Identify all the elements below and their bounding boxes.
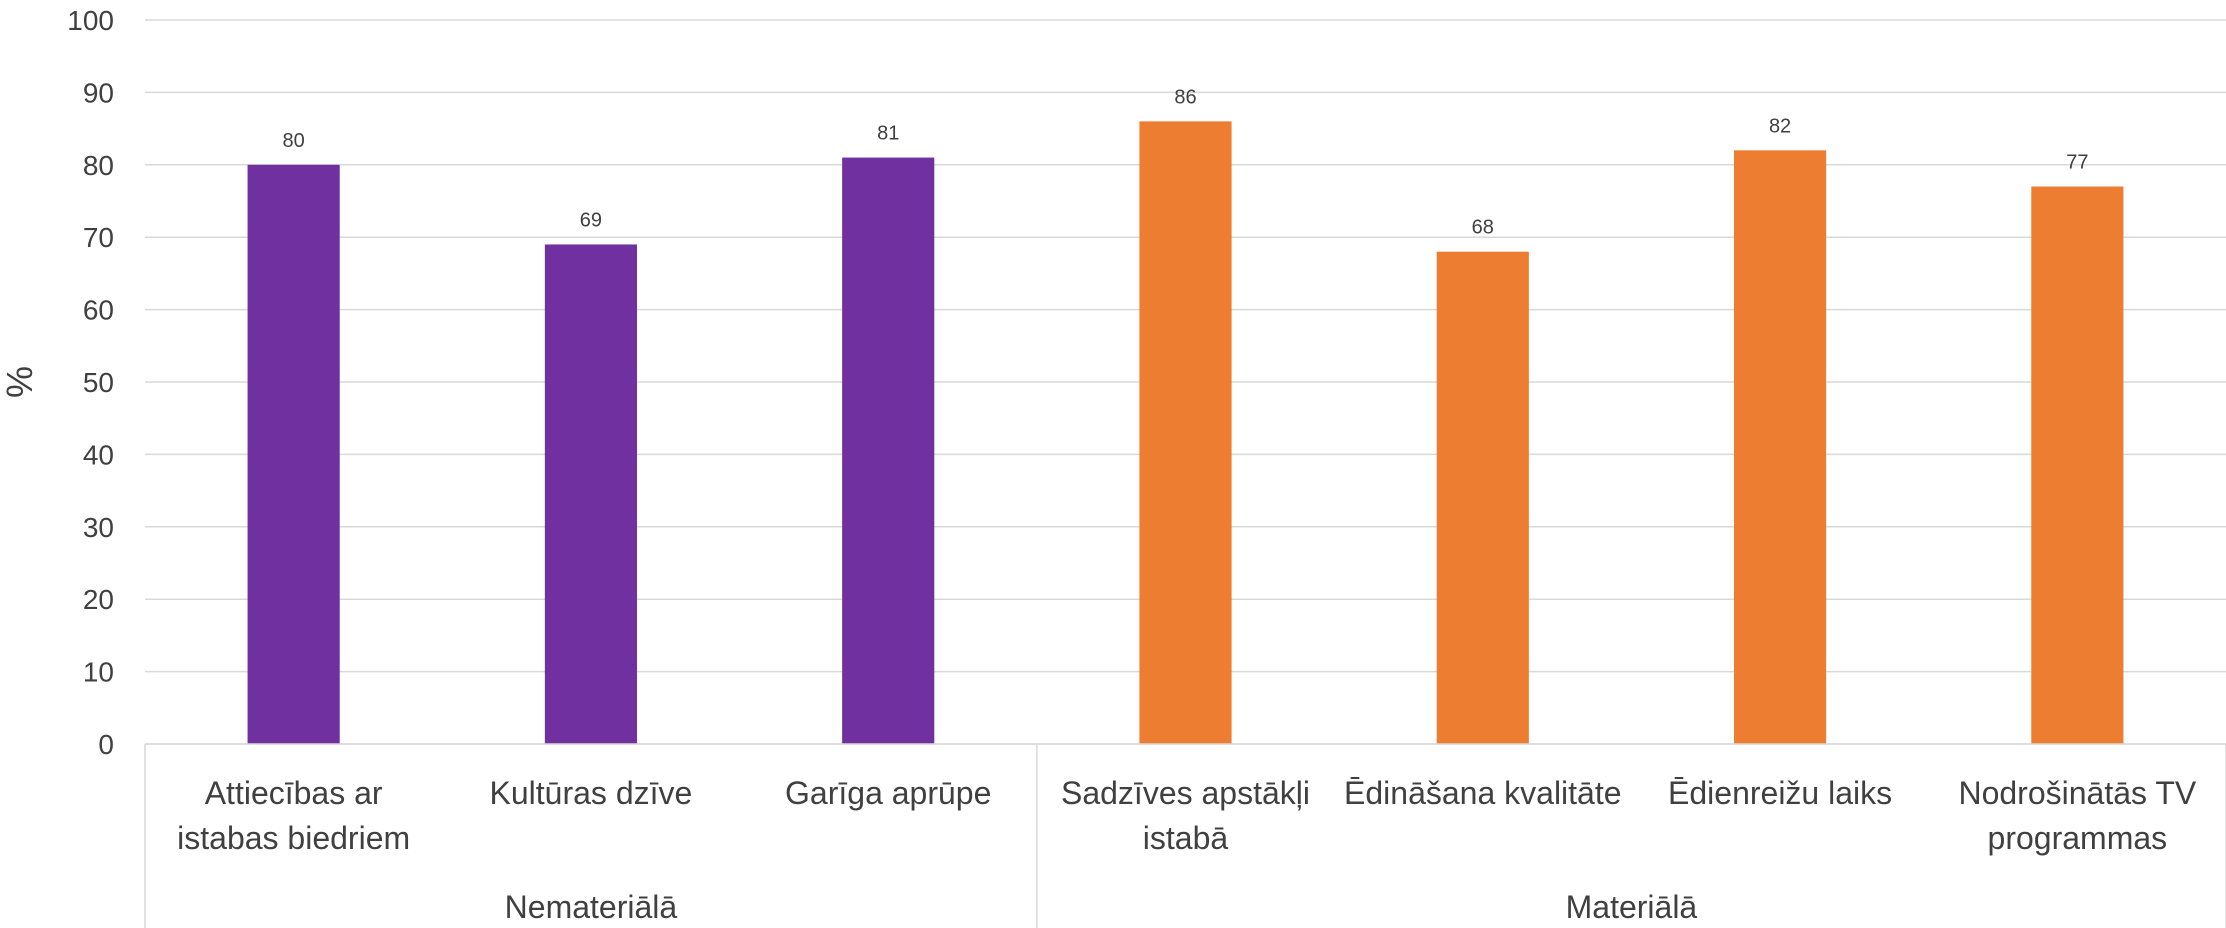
category-label: Garīga aprūpe <box>785 775 991 811</box>
data-label: 81 <box>877 123 899 145</box>
x-axis-category-labels: Attiecības ar istabas biedriem Kultūras dz… <box>177 775 2197 856</box>
y-tick-label: 50 <box>83 367 114 398</box>
bar <box>247 164 340 745</box>
y-tick-label: 80 <box>83 150 114 181</box>
group-label: Nemateriālā <box>505 889 678 925</box>
data-label: 69 <box>580 209 602 231</box>
bar <box>2031 186 2124 744</box>
category-label: Ēdināšana kvalitāte <box>1344 775 1622 811</box>
bar <box>1436 251 1529 744</box>
data-label: 68 <box>1472 217 1494 239</box>
data-label: 77 <box>2066 152 2088 174</box>
category-label: istabā <box>1143 820 1229 856</box>
group-label: Materiālā <box>1566 889 1698 925</box>
data-labels: 80 69 81 86 68 82 77 <box>283 86 2089 238</box>
category-label: programmas <box>1988 820 2168 856</box>
data-label: 82 <box>1769 115 1791 137</box>
y-tick-label: 100 <box>67 5 114 36</box>
y-tick-label: 30 <box>83 512 114 543</box>
x-axis-group-labels: Nemateriālā Materiālā <box>505 889 1698 925</box>
y-tick-label: 40 <box>83 439 114 470</box>
bar <box>1139 121 1232 745</box>
category-label: Ēdienreižu laiks <box>1668 775 1892 811</box>
bar <box>842 157 935 744</box>
category-label: Kultūras dzīve <box>490 775 693 811</box>
y-tick-label: 60 <box>83 295 114 326</box>
y-axis-label: % <box>0 366 40 398</box>
category-label: Attiecības ar <box>205 775 383 811</box>
y-axis-ticks: 0 10 20 30 40 50 60 70 80 90 100 <box>67 5 114 760</box>
y-tick-label: 20 <box>83 584 114 615</box>
category-label: Nodrošinātās TV <box>1958 775 2196 811</box>
bar <box>544 244 638 744</box>
data-label: 80 <box>283 130 305 152</box>
bars <box>247 121 2124 745</box>
y-tick-label: 90 <box>83 77 114 108</box>
x-axis <box>144 743 2226 928</box>
category-label: Sadzīves apstākļi <box>1061 775 1310 811</box>
y-tick-label: 0 <box>98 729 114 760</box>
bar <box>1733 150 1827 744</box>
y-tick-label: 10 <box>83 657 114 688</box>
data-label: 86 <box>1174 86 1196 108</box>
y-tick-label: 70 <box>83 222 114 253</box>
category-label: istabas biedriem <box>177 820 410 856</box>
